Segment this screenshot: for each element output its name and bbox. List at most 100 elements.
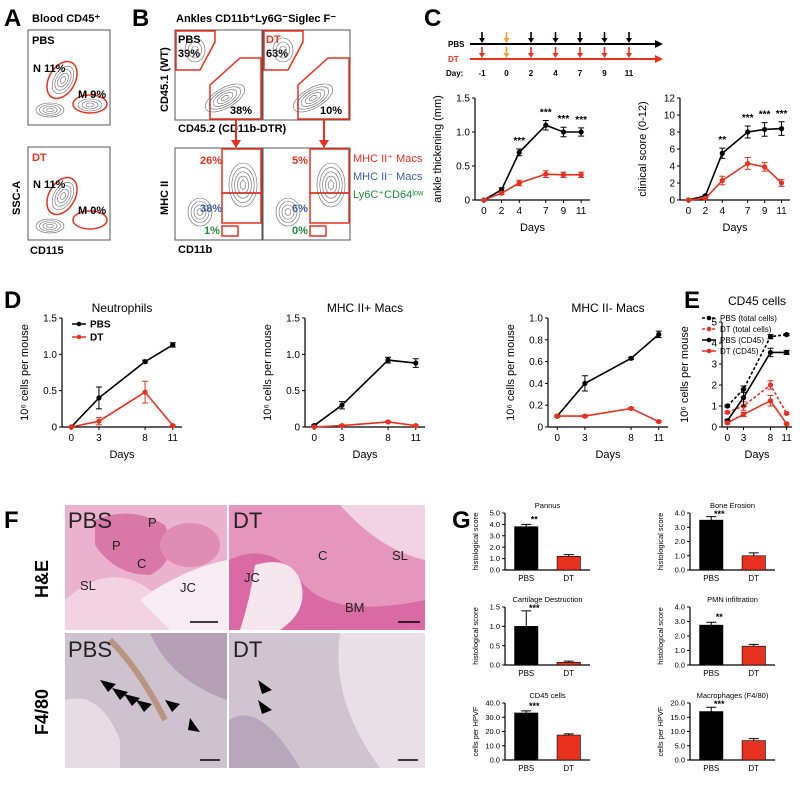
y-tick-label: 4.0 — [675, 603, 685, 612]
bar — [556, 556, 581, 571]
arrow — [231, 140, 241, 148]
y-tick-label: 0.5 — [43, 386, 57, 397]
x-tick-label: DT — [563, 764, 574, 773]
x-tick-label: 2 — [703, 206, 709, 217]
contour — [316, 162, 346, 208]
significance: ** — [531, 514, 539, 524]
y-axis-label: cells per HPVF — [656, 706, 665, 756]
group-label: DT — [32, 152, 47, 164]
y-tick-label: 0 — [464, 196, 470, 207]
group-label: DT — [233, 508, 262, 533]
error-bar — [706, 516, 717, 521]
injection-arrow — [626, 53, 632, 58]
y-axis-label: cells per HPVF — [471, 706, 480, 756]
y-tick-label: 0 — [711, 423, 717, 434]
gate-label: 6% — [292, 203, 308, 215]
y-tick-label: 30.0 — [485, 713, 500, 722]
flow-plot — [174, 147, 263, 241]
y-tick-label: 1.0 — [490, 622, 500, 631]
significance: *** — [529, 603, 540, 613]
series-line — [483, 124, 582, 201]
arrow-head — [655, 40, 663, 48]
legend-label: PBS (total cells) — [720, 314, 777, 323]
y-tick-label: 2 — [711, 381, 717, 392]
gate — [221, 225, 239, 237]
x-tick-label: 9 — [762, 206, 768, 217]
legend-marker — [706, 337, 712, 343]
flow-plot — [262, 29, 351, 121]
contour — [237, 175, 249, 195]
contour — [54, 69, 72, 91]
contour — [296, 86, 330, 110]
x-tick-label: 0 — [311, 433, 317, 444]
region-label: SL — [80, 578, 96, 593]
series-line — [556, 333, 660, 417]
contours — [35, 37, 346, 234]
contour — [46, 107, 54, 113]
region-label: SL — [392, 548, 408, 563]
contour — [327, 180, 335, 190]
bar — [556, 661, 581, 666]
y-tick-label: 0 — [537, 423, 543, 434]
significance: *** — [714, 509, 725, 519]
contour — [46, 223, 54, 229]
injection-arrow — [577, 53, 583, 58]
series-line — [483, 173, 582, 201]
y-tick-label: 0.2 — [529, 401, 543, 412]
y-axis-label: 10⁶ cells per mouse — [679, 326, 691, 423]
data-point — [560, 172, 567, 178]
legend-marker — [706, 326, 712, 332]
x-tick-label: DT — [563, 574, 574, 583]
significance: *** — [714, 699, 725, 709]
x-tick-label: DT — [748, 764, 759, 773]
chart-title: MHC II- Macs — [571, 301, 644, 315]
chart-title: Pannus — [535, 501, 561, 510]
contour — [187, 197, 213, 227]
x-tick-label: DT — [563, 669, 574, 678]
y-tick-label: 5 — [711, 318, 717, 329]
contour — [304, 92, 322, 104]
x-tick-label: PBS — [703, 669, 719, 678]
injection-arrow — [577, 38, 583, 43]
y-tick-label: 1.5 — [286, 314, 300, 325]
y-tick-label: 2 — [669, 179, 675, 190]
row-label: H&E — [32, 560, 52, 598]
y-tick-label: 2.0 — [490, 543, 500, 552]
data-point — [767, 398, 774, 404]
x-tick-label: 0 — [481, 206, 487, 217]
contour — [228, 162, 258, 208]
x-tick-label: 3 — [741, 433, 747, 444]
contour — [39, 104, 61, 116]
contour — [193, 204, 207, 220]
data-point — [142, 359, 148, 365]
data-point — [543, 171, 549, 177]
error-bar — [563, 733, 574, 736]
y-tick-label: 5.0 — [490, 509, 500, 518]
gate — [72, 94, 108, 114]
region-label: JC — [244, 570, 260, 585]
x-tick-label: DT — [748, 669, 759, 678]
x-tick-label: PBS — [518, 574, 534, 583]
x-axis-label: Days — [744, 449, 770, 461]
data-point — [702, 195, 708, 201]
y-tick-label: 4 — [711, 339, 717, 350]
series-line — [688, 127, 782, 201]
arrow — [319, 140, 329, 148]
y-axis-label: histological score — [471, 607, 480, 665]
x-tick-label: 8 — [142, 433, 148, 444]
contour — [81, 100, 99, 110]
injection-arrow — [479, 53, 485, 58]
y-tick-label: 3 — [711, 360, 717, 371]
significance: ** — [716, 612, 724, 622]
data-point — [778, 180, 785, 186]
region-label: C — [318, 548, 327, 563]
y-axis-label: histological score — [656, 513, 665, 571]
y-tick-label: 0 — [669, 196, 675, 207]
contour — [325, 175, 337, 195]
region-label: C — [137, 556, 146, 571]
group-label: PBS — [68, 637, 112, 662]
contour — [77, 98, 103, 112]
x-tick-label: 8 — [628, 433, 634, 444]
flow-plot — [174, 29, 263, 121]
gate-label: 38% — [200, 203, 222, 215]
